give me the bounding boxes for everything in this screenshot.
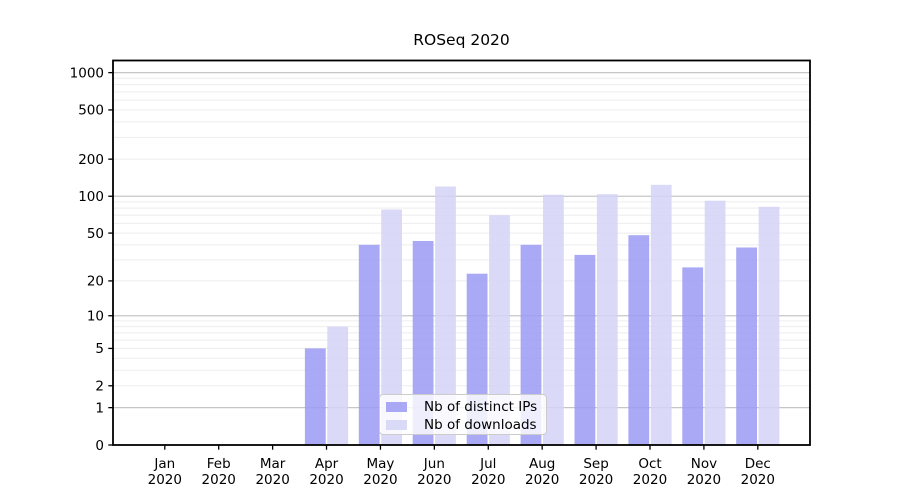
y-tick-label: 1: [95, 400, 104, 416]
x-tick-label-year: 2020: [525, 472, 559, 488]
x-tick-label-month: Nov: [691, 456, 717, 472]
x-tick-label-year: 2020: [741, 472, 775, 488]
x-tick-label-year: 2020: [255, 472, 289, 488]
x-tick-label-year: 2020: [471, 472, 505, 488]
y-tick-label: 50: [87, 226, 104, 242]
bar-distinct-ips-apr: [304, 348, 326, 445]
bar-downloads-jun: [435, 186, 456, 445]
x-tick-label-month: Mar: [260, 456, 286, 472]
bar-downloads-jul: [489, 215, 510, 445]
bar-distinct-ips-may: [358, 244, 380, 445]
legend-swatch-downloads-icon: [386, 420, 407, 430]
x-tick-label-month: Jul: [479, 456, 496, 472]
x-tick-label-year: 2020: [687, 472, 721, 488]
y-tick-label: 10: [87, 309, 104, 325]
legend-label-downloads: Nb of downloads: [424, 417, 537, 433]
legend: Nb of distinct IPs Nb of downloads: [379, 394, 547, 435]
bar-distinct-ips-nov: [682, 267, 704, 445]
x-tick-label-month: May: [366, 456, 394, 472]
x-tick-label-year: 2020: [363, 472, 397, 488]
bar-downloads-apr: [327, 326, 349, 445]
legend-item-distinct-ips: Nb of distinct IPs: [386, 398, 546, 416]
plot-border: [112, 59, 811, 446]
x-tick-label-month: Feb: [207, 456, 231, 472]
bar-distinct-ips-jun: [412, 241, 434, 445]
y-tick-label: 5: [95, 341, 104, 357]
y-tick-label: 200: [78, 152, 104, 168]
x-tick-label-year: 2020: [579, 472, 613, 488]
x-tick-label-year: 2020: [417, 472, 451, 488]
bar-downloads-aug: [543, 194, 564, 445]
y-tick-label: 1000: [70, 65, 104, 81]
x-tick-label-month: Jun: [423, 456, 445, 472]
y-tick-label: 0: [95, 438, 104, 454]
bar-downloads-sep: [596, 194, 618, 445]
x-tick-label-year: 2020: [202, 472, 236, 488]
x-tick-label-month: Sep: [583, 456, 608, 472]
bar-downloads-oct: [650, 184, 672, 445]
bar-distinct-ips-oct: [628, 235, 650, 445]
legend-swatch-distinct-ips-icon: [386, 402, 407, 412]
y-tick-label: 2: [95, 379, 104, 395]
y-tick-label: 20: [87, 274, 104, 290]
x-tick-label-month: Dec: [745, 456, 771, 472]
legend-label-distinct-ips: Nb of distinct IPs: [424, 399, 538, 415]
y-tick-label: 100: [78, 189, 104, 205]
bar-distinct-ips-sep: [574, 254, 596, 445]
chart-title: ROSeq 2020: [413, 31, 510, 49]
x-tick-label-month: Apr: [315, 456, 339, 472]
x-tick-label-month: Aug: [529, 456, 555, 472]
x-tick-label-year: 2020: [309, 472, 343, 488]
x-tick-label-month: Jan: [153, 456, 175, 472]
bar-downloads-may: [381, 209, 402, 445]
bar-downloads-nov: [704, 200, 726, 445]
x-tick-label-year: 2020: [148, 472, 182, 488]
y-tick-label: 500: [78, 103, 104, 119]
legend-item-downloads: Nb of downloads: [386, 416, 546, 434]
x-tick-label-month: Oct: [638, 456, 661, 472]
x-tick-label-year: 2020: [633, 472, 667, 488]
bar-downloads-dec: [758, 206, 780, 445]
bar-distinct-ips-dec: [736, 247, 757, 445]
